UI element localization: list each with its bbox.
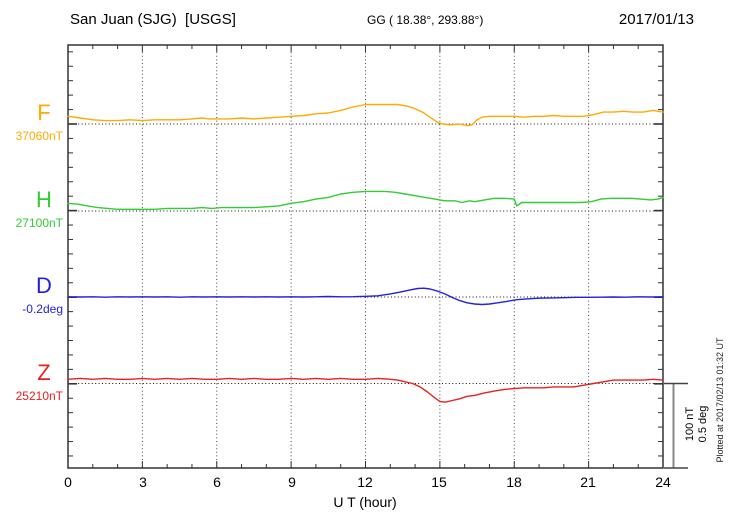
channel-label-h: H	[36, 187, 52, 212]
channel-baseline-h: 27100nT	[15, 216, 63, 230]
x-tick-18: 18	[506, 474, 522, 490]
trace-D	[67, 287, 664, 306]
station-title: San Juan (SJG) [USGS]	[70, 11, 236, 28]
plotted-at-note: Plotted at 2017/02/13 01:32 UT	[715, 337, 725, 463]
scale-nt-label: 100 nT	[684, 406, 696, 442]
channel-label-f: F	[37, 100, 51, 125]
plot-date: 2017/01/13	[618, 11, 694, 28]
trace-Z	[67, 377, 664, 403]
x-axis-label: U T (hour)	[333, 494, 397, 510]
x-tick-3: 3	[139, 474, 147, 490]
x-tick-15: 15	[431, 474, 447, 490]
trace-F	[67, 103, 664, 127]
x-tick-9: 9	[288, 474, 296, 490]
plot-border	[67, 44, 664, 469]
geographic-coordinates: GG ( 18.38°, 293.88°)	[367, 13, 484, 27]
scale-deg-label: 0.5 deg	[697, 405, 709, 443]
x-tick-21: 21	[580, 474, 596, 490]
channel-baseline-d: -0.2deg	[22, 302, 63, 316]
channel-label-d: D	[36, 273, 52, 298]
channel-baseline-z: 25210nT	[15, 389, 63, 403]
channel-label-z: Z	[37, 360, 51, 385]
x-tick-24: 24	[655, 474, 671, 490]
x-tick-6: 6	[213, 474, 221, 490]
x-tick-12: 12	[357, 474, 373, 490]
trace-H	[67, 190, 664, 211]
scale-bar-caption: 100 nT 0.5 deg	[684, 402, 712, 446]
channel-baseline-f: 37060nT	[15, 129, 63, 143]
x-tick-0: 0	[64, 474, 72, 490]
